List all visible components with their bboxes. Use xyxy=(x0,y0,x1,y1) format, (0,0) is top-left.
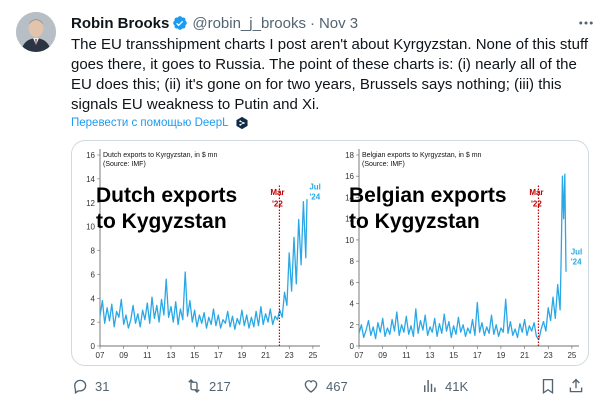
y-tick-label: 2 xyxy=(350,321,355,330)
dutch-exports-chart: Dutch exports to Kyrgyzstan, in $ mn (Sou… xyxy=(72,141,331,365)
heart-icon xyxy=(304,380,318,393)
x-tick-label: 07 xyxy=(96,351,105,360)
y-tick-label: 10 xyxy=(345,236,354,245)
views-button[interactable]: 41K xyxy=(421,374,468,398)
x-tick-label: 19 xyxy=(496,351,505,360)
dutch-exports-chart-svg: Dutch exports to Kyrgyzstan, in $ mn (Sou… xyxy=(86,149,321,360)
share-button[interactable] xyxy=(567,374,585,398)
y-tick-label: 18 xyxy=(345,151,354,160)
y-tick-label: 0 xyxy=(91,342,96,351)
y-tick-label: 8 xyxy=(350,257,355,266)
x-tick-label: 21 xyxy=(520,351,529,360)
action-bar: 31 217 467 41K xyxy=(71,374,591,398)
verified-badge-icon xyxy=(172,15,188,31)
y-tick-label: 12 xyxy=(86,199,95,208)
avatar-image xyxy=(16,12,56,52)
reply-icon xyxy=(74,379,87,395)
x-tick-label: 07 xyxy=(355,351,364,360)
more-options-icon[interactable] xyxy=(577,14,595,37)
x-tick-label: 19 xyxy=(237,351,246,360)
avatar[interactable] xyxy=(16,12,56,52)
marker-label-year: '22 xyxy=(531,200,542,209)
translate-link[interactable]: Перевести с помощью DeepL xyxy=(71,116,249,130)
media-card[interactable]: Dutch exports to Kyrgyzstan, in $ mn (Sou… xyxy=(71,140,589,366)
repost-count: 217 xyxy=(209,378,231,394)
y-tick-label: 4 xyxy=(91,294,96,303)
author-name[interactable]: Robin Brooks xyxy=(71,14,170,32)
end-label-month: Jul xyxy=(571,248,583,257)
end-label-month: Jul xyxy=(309,182,321,191)
x-tick-label: 17 xyxy=(473,351,482,360)
chart-subtitle: (Source: IMF) xyxy=(103,161,146,168)
x-tick-label: 15 xyxy=(190,351,199,360)
x-tick-label: 09 xyxy=(378,351,387,360)
repost-icon xyxy=(188,379,200,393)
y-tick-label: 12 xyxy=(345,215,354,224)
post-date[interactable]: Nov 3 xyxy=(318,14,359,32)
overlay-title-line2: to Kygyzstan xyxy=(349,210,480,233)
end-label-year: '24 xyxy=(571,258,582,267)
marker-label-month: Mar xyxy=(270,188,284,197)
x-tick-label: 25 xyxy=(567,351,576,360)
overlay-title-line1: Belgian exports xyxy=(349,184,507,207)
y-tick-label: 6 xyxy=(91,270,96,279)
repost-button[interactable]: 217 xyxy=(185,374,231,398)
y-tick-label: 14 xyxy=(86,175,95,184)
post-header: Robin Brooks @robin_j_brooks · Nov 3 xyxy=(71,13,591,33)
like-count: 467 xyxy=(326,378,348,394)
x-tick-label: 13 xyxy=(167,351,176,360)
series-line xyxy=(99,199,308,330)
series-line xyxy=(358,173,567,341)
marker-label-month: Mar xyxy=(529,188,543,197)
chart-subtitle: (Source: IMF) xyxy=(362,161,405,168)
overlay-title-line1: Dutch exports xyxy=(96,184,237,207)
end-label-year: '24 xyxy=(309,192,320,201)
overlay-title-line2: to Kygyzstan xyxy=(96,210,227,233)
y-tick-label: 0 xyxy=(350,342,355,351)
x-tick-label: 15 xyxy=(449,351,458,360)
x-tick-label: 13 xyxy=(426,351,435,360)
translate-label[interactable]: Перевести с помощью DeepL xyxy=(71,117,229,129)
x-tick-label: 17 xyxy=(214,351,223,360)
x-tick-label: 11 xyxy=(402,351,411,360)
x-tick-label: 11 xyxy=(143,351,152,360)
y-tick-label: 14 xyxy=(345,193,354,202)
y-tick-label: 16 xyxy=(86,151,95,160)
share-icon xyxy=(569,378,583,393)
y-tick-label: 4 xyxy=(350,300,355,309)
post-text: The EU transshipment charts I post aren'… xyxy=(71,36,589,113)
author-handle[interactable]: @robin_j_brooks xyxy=(192,14,306,32)
y-tick-label: 16 xyxy=(345,172,354,181)
chart-title: Dutch exports to Kyrgyzstan, in $ mn xyxy=(103,152,217,159)
bookmark-icon xyxy=(542,378,554,395)
y-tick-label: 6 xyxy=(350,278,355,287)
separator: · xyxy=(309,14,315,32)
deepl-logo-icon xyxy=(235,116,248,130)
x-tick-label: 09 xyxy=(119,351,128,360)
reply-count: 31 xyxy=(95,378,110,394)
belgian-exports-chart: Belgian exports to Kyrgyzstan, in $ mn (S… xyxy=(331,141,588,365)
reply-button[interactable]: 31 xyxy=(71,374,109,398)
y-tick-label: 2 xyxy=(91,318,96,327)
belgian-exports-chart-svg: Belgian exports to Kyrgyzstan, in $ mn (S… xyxy=(345,149,583,360)
x-tick-label: 21 xyxy=(261,351,270,360)
chart-title: Belgian exports to Kyrgyzstan, in $ mn xyxy=(362,152,482,159)
x-tick-label: 25 xyxy=(308,351,317,360)
marker-label-year: '22 xyxy=(272,200,283,209)
y-tick-label: 10 xyxy=(86,223,95,232)
analytics-icon xyxy=(424,380,436,392)
y-tick-label: 8 xyxy=(91,247,96,256)
view-count: 41K xyxy=(445,378,469,394)
bookmark-button[interactable] xyxy=(539,374,557,398)
x-tick-label: 23 xyxy=(544,351,553,360)
like-button[interactable]: 467 xyxy=(302,374,348,398)
x-tick-label: 23 xyxy=(285,351,294,360)
